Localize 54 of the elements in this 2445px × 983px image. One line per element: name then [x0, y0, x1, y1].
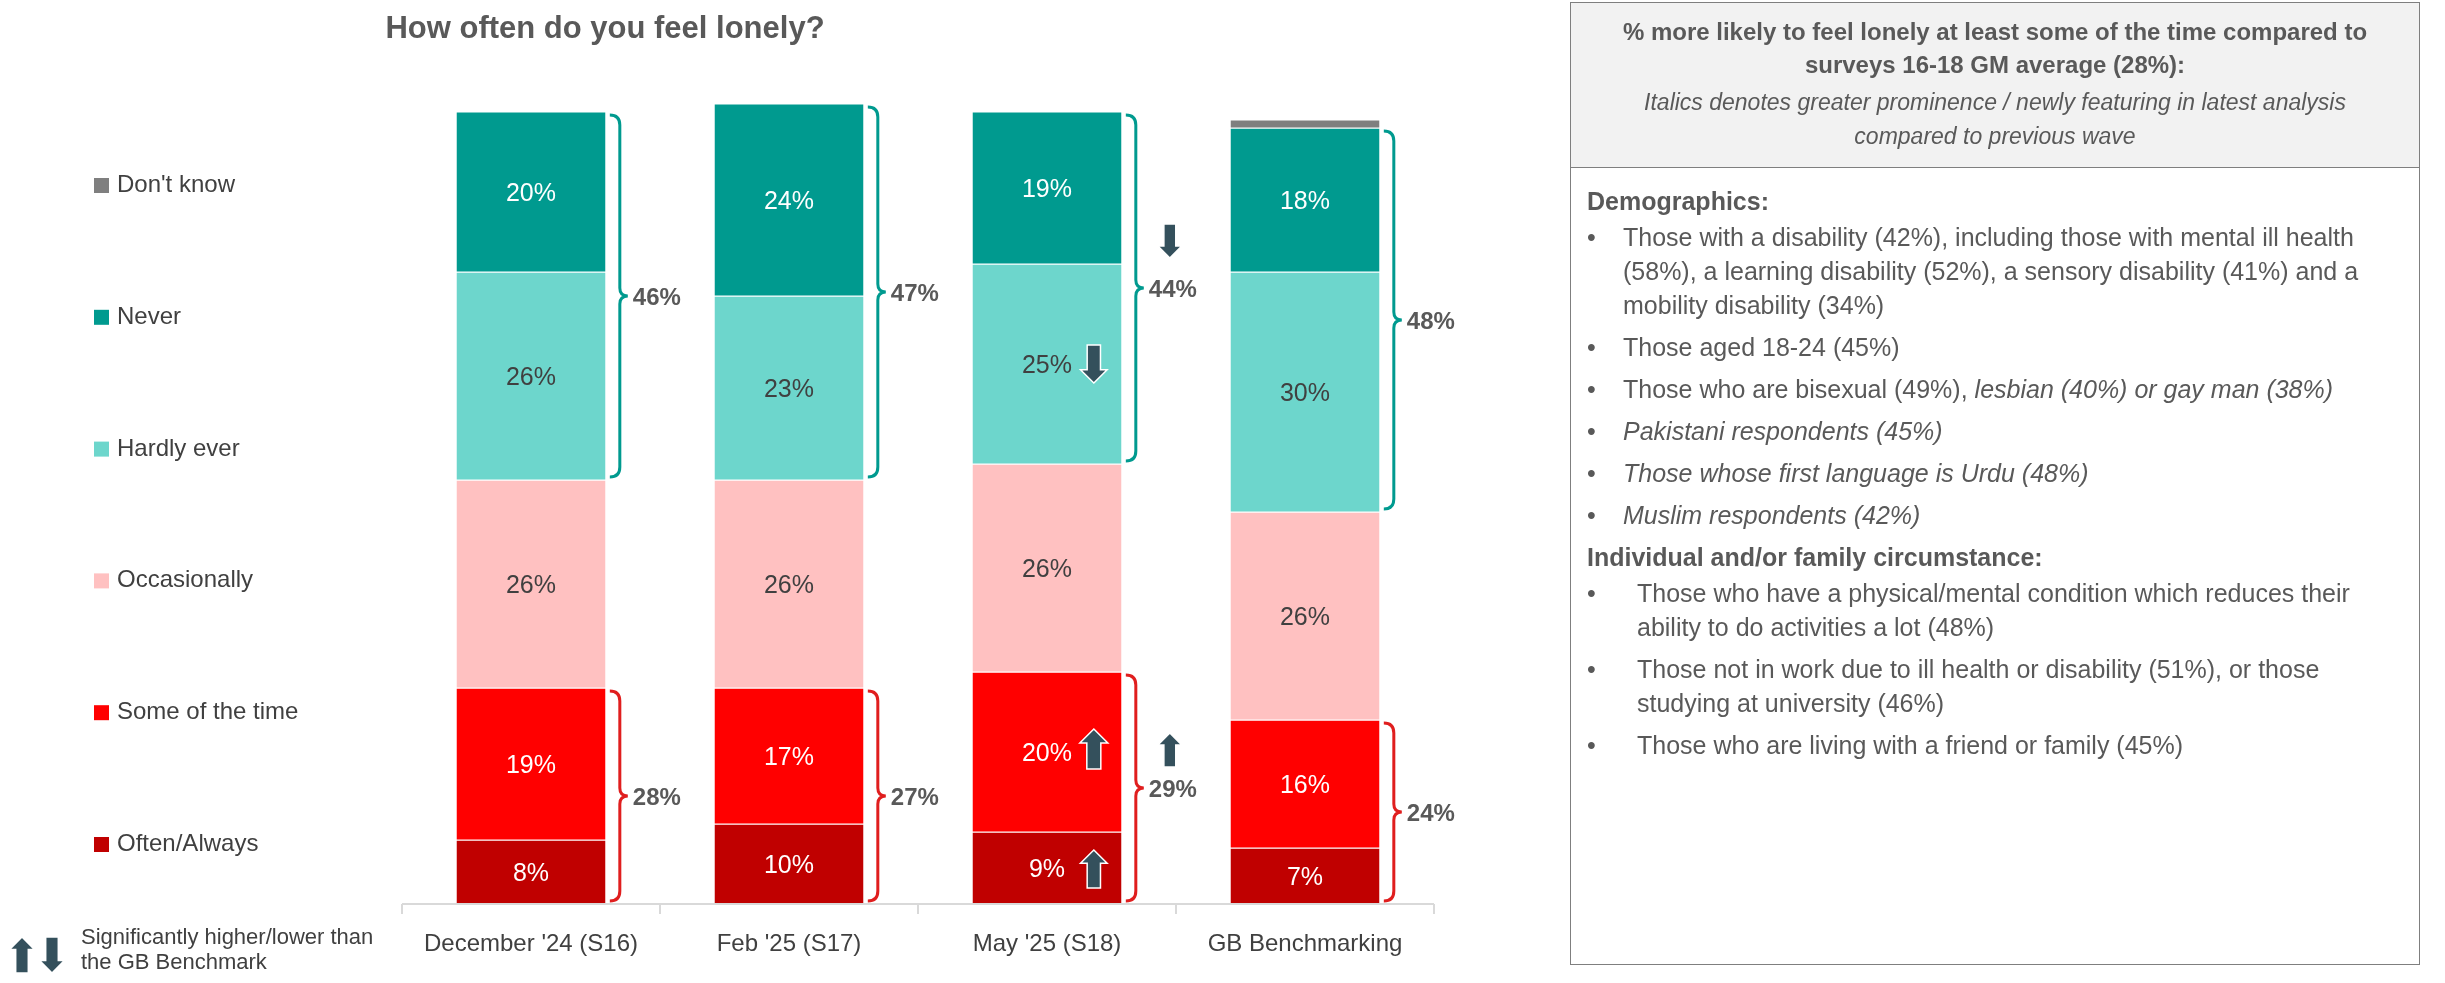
- text: Italics denotes greater prominence / newly featuring in latest analysis compared to previous wave: [1643, 88, 2347, 151]
- data-label: 26%: [763, 570, 815, 598]
- legend-label: Hardly ever: [117, 433, 240, 461]
- data-label: 20%: [1021, 738, 1073, 766]
- data-label: 30%: [1279, 378, 1331, 406]
- annotation: 29%: [1148, 775, 1197, 802]
- text: • Those whose first language is Urdu (48%): [1587, 458, 2089, 489]
- text: • Those who are living with a friend or family (45%): [1587, 731, 2184, 759]
- data-label: 19%: [1021, 174, 1073, 202]
- annotation: 46%: [632, 283, 681, 310]
- text: • Muslim respondents (42%): [1587, 500, 1921, 531]
- data-label: 17%: [763, 742, 815, 770]
- text: • Those who have a physical/mental condition which reduces their ability to do activities a lot (48%): [1587, 579, 2350, 641]
- text: • Pakistani respondents (45%): [1587, 416, 1943, 447]
- data-label: 19%: [505, 750, 557, 778]
- data-label: 7%: [1286, 862, 1324, 890]
- legend-label: Some of the time: [117, 697, 299, 725]
- x-tick-label: Feb '25 (S17): [716, 929, 862, 957]
- data-label: 26%: [505, 570, 557, 598]
- data-label: 25%: [1021, 350, 1073, 378]
- data-label: 16%: [1279, 770, 1331, 798]
- data-label: 18%: [1279, 186, 1331, 214]
- data-label: 23%: [763, 374, 815, 402]
- annotation: 47%: [890, 279, 939, 306]
- data-label: 20%: [505, 178, 557, 206]
- data-label: 26%: [1021, 554, 1073, 582]
- annotation: 24%: [1406, 799, 1455, 826]
- text: • Those with a disability (42%), including those with mental ill health (58%), a learning disability (52%), a sensory disability (41%) and a mobility disability (34%): [1587, 222, 2359, 321]
- text: % more likely to feel lonely at least some of the time compared to surveys 16-18 GM average (28%):: [1621, 17, 2369, 80]
- x-tick-label: December '24 (S16): [423, 929, 639, 957]
- legend-label: Don't know: [117, 170, 236, 197]
- x-tick-label: May '25 (S18): [972, 929, 1122, 957]
- annotation: 44%: [1148, 275, 1197, 302]
- data-label: 8%: [512, 858, 550, 886]
- legend-label: Never: [117, 301, 182, 329]
- text: • Those not in work due to ill health or disability (51%), or those studying at university (46%): [1587, 655, 2320, 717]
- annotation: 27%: [890, 783, 939, 810]
- text: Demographics:: [1587, 186, 1770, 217]
- legend-label: Often/Always: [117, 829, 259, 856]
- x-tick-label: GB Benchmarking: [1207, 929, 1403, 957]
- text: Individual and/or family circumstance:: [1587, 542, 2044, 573]
- annotation: 48%: [1406, 307, 1455, 334]
- data-label: 26%: [1279, 602, 1331, 630]
- annotation: 28%: [632, 783, 681, 810]
- chart-title: How often do you feel lonely?: [385, 10, 825, 45]
- data-label: 9%: [1028, 854, 1066, 882]
- text: • Those who are bisexual (49%),: [1587, 374, 1968, 405]
- text: Significantly higher/lower than the GB Benchmark: [81, 924, 374, 974]
- data-label: 26%: [505, 362, 557, 390]
- legend-label: Occasionally: [117, 565, 254, 593]
- data-label: 24%: [763, 186, 815, 214]
- text: lesbian (40%) or gay man (38%): [1974, 375, 2334, 403]
- data-label: 10%: [763, 850, 815, 878]
- text: • Those aged 18-24 (45%): [1587, 332, 1900, 363]
